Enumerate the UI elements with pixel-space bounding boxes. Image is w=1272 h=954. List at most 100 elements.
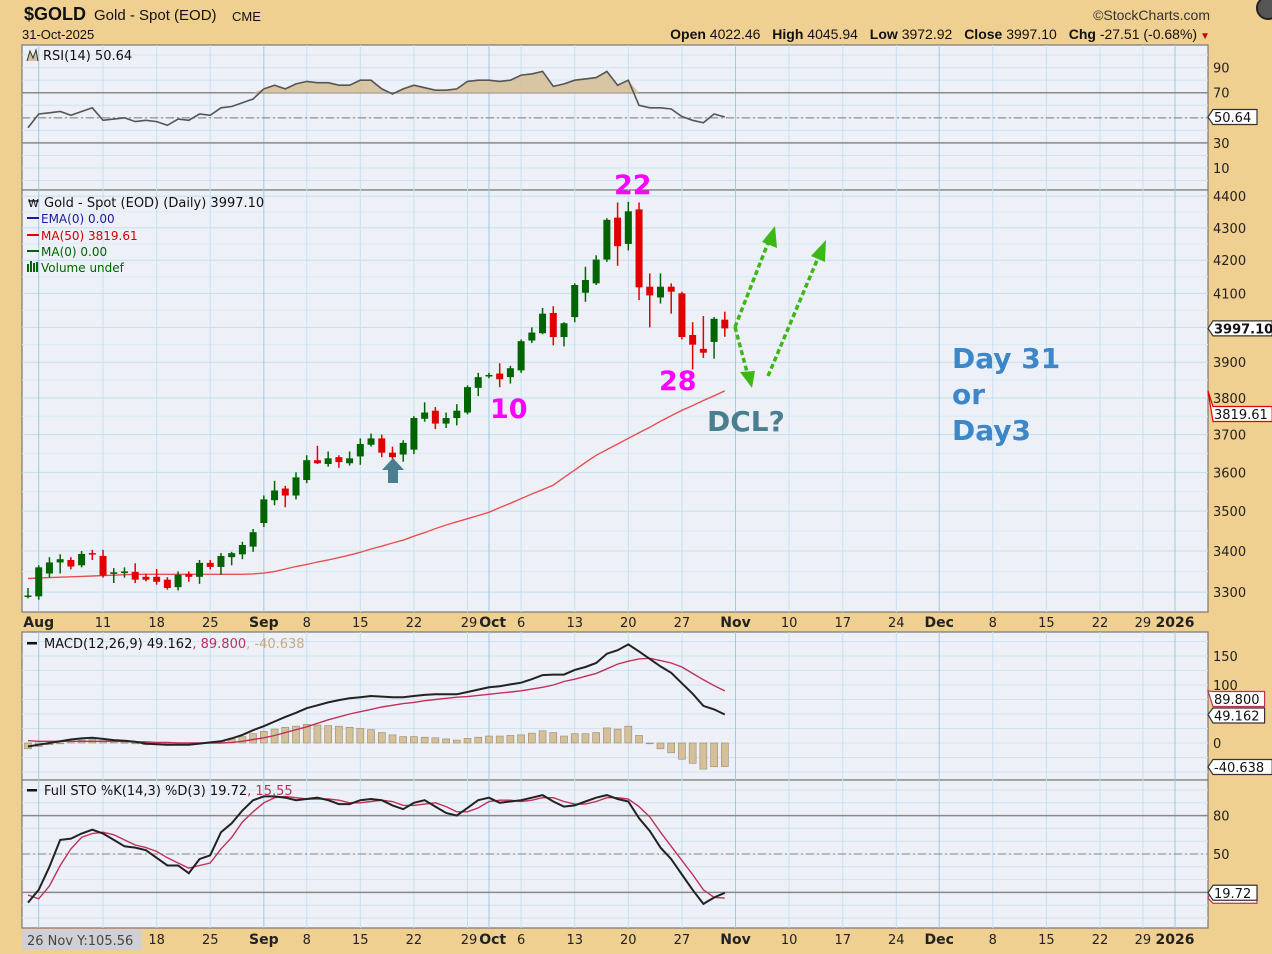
candle-2025-08-07: [78, 551, 86, 568]
candle-2025-10-27: [678, 291, 686, 340]
x-tick-label: Aug: [23, 615, 54, 631]
candle-body: [560, 323, 568, 338]
x-tick-label: Nov: [720, 932, 750, 948]
candle-body: [539, 313, 547, 334]
macd-histogram-bar: [495, 735, 504, 744]
macd-histogram-bar: [710, 742, 718, 768]
candle-2025-08-27: [228, 551, 236, 566]
price-legend: ₩ Gold - Spot (EOD) (Daily) 3997.10 EMA(…: [27, 196, 264, 275]
candle-body: [335, 457, 343, 463]
rsi-y-tick: 30: [1213, 137, 1230, 152]
x-tick-label: 6: [517, 933, 525, 948]
rsi-last-value-tag: 50.64: [1214, 111, 1251, 126]
x-tick-label: 15: [1038, 616, 1055, 631]
ma50-last-value-tag-box: [1207, 390, 1272, 423]
candle-body: [120, 571, 128, 574]
candle-body: [442, 418, 450, 424]
x-tick-label: 20: [620, 933, 637, 948]
candle-2025-10-03: [506, 365, 514, 384]
macd-y-tick: 100: [1213, 679, 1238, 694]
macd-value: MACD(12,26,9) 49.162: [44, 637, 192, 652]
macd-histogram-bar: [699, 742, 708, 770]
symbol: $GOLD: [24, 4, 87, 24]
macd-histogram-bar: [549, 732, 558, 744]
macd-histogram-bar: [592, 732, 600, 744]
macd-legend-swatch: [27, 642, 37, 645]
projection-arrow-up-2: [766, 240, 826, 377]
candle-body: [581, 280, 589, 293]
day-count-line1: Day 31: [952, 342, 1060, 375]
macd-histogram-bar: [463, 738, 472, 744]
macd-histogram-bar: [238, 736, 247, 744]
candle-body: [517, 341, 525, 371]
candle-2025-09-04: [281, 485, 289, 508]
x-tick-label: 13: [566, 933, 583, 948]
candle-body: [131, 571, 139, 580]
x-tick-label: 15: [1038, 933, 1055, 948]
candle-body: [67, 559, 75, 567]
x-tick-label: 18: [148, 616, 165, 631]
candle-body: [110, 572, 118, 574]
candle-2025-09-26: [453, 404, 461, 426]
candle-body: [153, 576, 161, 582]
candle-body: [196, 562, 204, 577]
rsi-legend: RSI(14) 50.64: [26, 48, 132, 64]
cycle-label-10: 10: [490, 394, 528, 425]
projection-arrow-up-1: [733, 226, 777, 328]
x-tick-label: 8: [989, 616, 997, 631]
x-tick-label: 27: [674, 616, 691, 631]
chart-date: 31-Oct-2025: [22, 27, 95, 42]
candle-2025-10-10: [560, 322, 568, 347]
candle-body: [378, 438, 386, 453]
candle-2025-08-12: [110, 568, 118, 584]
x-tick-label: 8: [989, 933, 997, 948]
candle-body: [238, 545, 246, 555]
macd-y-tick: 150: [1213, 650, 1238, 665]
macd-histogram-bar: [528, 732, 536, 744]
x-tick-label: 15: [352, 616, 369, 631]
volume-legend-icon: [27, 261, 38, 272]
sto-k-last-value-tag-box: [1207, 884, 1258, 901]
x-tick-label: Sep: [249, 615, 279, 631]
copyright[interactable]: ©StockCharts.com: [1093, 7, 1210, 23]
price-y-tick: 3300: [1213, 586, 1246, 601]
candle-body: [271, 490, 279, 501]
price-last-value-tag-box: [1207, 320, 1272, 337]
macd-histogram-bar: [635, 735, 643, 744]
candle-body: [228, 553, 236, 558]
candle-2025-10-17: [614, 202, 622, 266]
candle-body: [678, 293, 686, 338]
candle-body: [699, 348, 707, 353]
macd-line: [27, 643, 726, 748]
candle-body: [45, 562, 53, 574]
candle-2025-09-24: [431, 407, 439, 430]
arrowhead-icon: [811, 240, 826, 262]
candle-2025-10-30: [710, 317, 718, 359]
macd-histogram-bar: [292, 725, 300, 744]
macd-histogram-bar: [56, 742, 64, 745]
macd-legend-label: MACD(12,26,9) 49.162, 89.800, -40.638: [44, 637, 305, 652]
day-count-line3: Day3: [952, 414, 1031, 447]
candle-body: [206, 562, 214, 567]
ma0-legend-label: MA(0) 0.00: [41, 245, 107, 259]
x-tick-label: Oct: [479, 932, 506, 948]
candle-body: [710, 318, 718, 342]
macd-histogram-bar: [356, 728, 365, 744]
macd-histogram-bar: [377, 732, 386, 744]
candle-body: [281, 488, 289, 496]
price-y-tick: 3900: [1213, 356, 1246, 371]
ma50-legend-label: MA(50) 3819.61: [41, 229, 138, 243]
x-tick-label: 27: [674, 933, 691, 948]
settings-circle-icon[interactable]: [1256, 0, 1272, 20]
signal-last-value-tag: 89.800: [1214, 693, 1260, 708]
arrow-up-marker-icon: [382, 458, 404, 483]
macd-legend: MACD(12,26,9) 49.162, 89.800, -40.638: [27, 637, 305, 652]
candle-2025-09-19: [399, 440, 407, 462]
histogram-value: , -40.638: [246, 637, 304, 652]
macd-histogram-bar: [485, 735, 493, 744]
candle-2025-10-24: [667, 283, 675, 314]
macd-histogram-bar: [120, 742, 129, 744]
candle-2025-09-29: [464, 385, 472, 415]
candle-body: [614, 217, 622, 247]
